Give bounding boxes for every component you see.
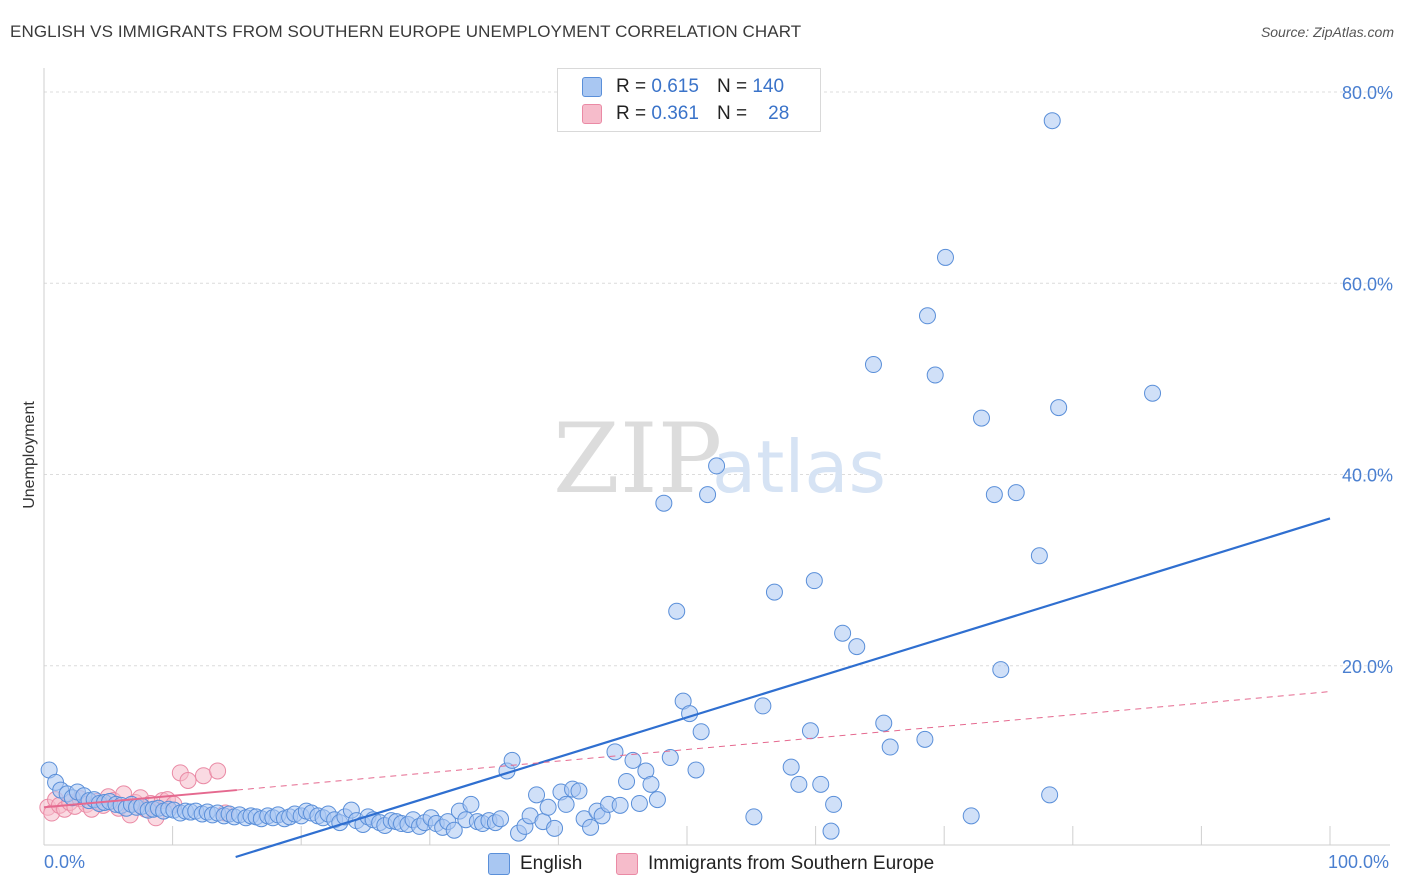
english-point (745, 808, 763, 826)
tick-marks (43, 826, 1331, 845)
english-point (462, 795, 480, 813)
english-point (618, 772, 636, 790)
legend-r-value-english: 0.615 (651, 76, 699, 97)
english-point (754, 697, 772, 715)
y-axis-label: Unemployment (21, 401, 38, 509)
immigrants-point (194, 767, 212, 785)
english-point (926, 366, 944, 384)
legend-r-label-english: R = (616, 76, 647, 97)
legend-n-value-english: 140 (752, 76, 785, 97)
x-tick-label-max: 100.0% (1328, 852, 1390, 872)
bottom-legend-label-english: English (520, 853, 583, 874)
english-point (557, 795, 575, 813)
english-point (492, 810, 510, 828)
y-tick-label: 20.0% (1342, 657, 1393, 677)
english-point (936, 248, 954, 266)
english-trend-line (235, 517, 1331, 859)
y-tick-label: 40.0% (1342, 466, 1393, 486)
immigrants-point (209, 762, 227, 780)
english-point (655, 494, 673, 512)
english-point (985, 486, 1003, 504)
english-point (668, 602, 686, 620)
english-point (687, 761, 705, 779)
english-point (570, 782, 588, 800)
legend-n-label-english: N = (716, 76, 748, 97)
english-point (648, 791, 666, 809)
english-point (624, 751, 642, 769)
english-point (825, 795, 843, 813)
legend-row-immigrants: R = 0.361 N = 28 (582, 102, 789, 126)
y-tick-labels: 20.0% 40.0% 60.0% 80.0% (1342, 83, 1393, 677)
english-point (1050, 399, 1068, 417)
bottom-legend-swatch-english (488, 853, 510, 875)
y-tick-label: 60.0% (1342, 274, 1393, 294)
english-point (606, 743, 624, 761)
english-point (1030, 547, 1048, 565)
english-point (918, 307, 936, 325)
grid-lines (44, 91, 1390, 667)
legend-r-label-immigrants: R = (616, 103, 647, 124)
english-point (765, 583, 783, 601)
chart-title: ENGLISH VS IMMIGRANTS FROM SOUTHERN EURO… (10, 22, 802, 41)
watermark: ZIP atlas (553, 403, 886, 515)
english-point (630, 794, 648, 812)
y-tick-label: 80.0% (1342, 83, 1393, 103)
english-point (611, 796, 629, 814)
english-point (692, 723, 710, 741)
english-point (539, 798, 557, 816)
bottom-legend-immigrants: Immigrants from Southern Europe (616, 851, 934, 877)
source-label: Source: ZipAtlas.com (1260, 24, 1394, 40)
english-point (801, 722, 819, 740)
english-point (642, 775, 660, 793)
english-point (1041, 786, 1059, 804)
english-point (503, 751, 521, 769)
watermark-zip: ZIP (553, 403, 722, 515)
english-point (875, 714, 893, 732)
x-tick-label-min: 0.0% (44, 852, 86, 872)
legend-swatch-english (582, 77, 602, 97)
bottom-legend-swatch-immigrants (616, 853, 638, 875)
english-point (864, 356, 882, 374)
bottom-legend-english: English (488, 851, 582, 877)
english-point (1007, 484, 1025, 502)
english-point (805, 572, 823, 590)
english-point (782, 758, 800, 776)
legend-row-english: R = 0.615 N = 140 (582, 75, 784, 99)
english-point (582, 818, 600, 836)
english-point (822, 822, 840, 840)
english-point (790, 775, 808, 793)
english-point (708, 457, 726, 475)
english-point (546, 819, 564, 837)
axes (43, 68, 1390, 846)
legend-n-value-immigrants: 28 (768, 103, 790, 124)
english-point (1043, 112, 1061, 130)
legend-r-value-immigrants: 0.361 (651, 103, 699, 124)
legend-swatch-immigrants (582, 104, 602, 124)
english-point (445, 821, 463, 839)
legend-box: R = 0.615 N = 140 R = 0.361 N = 28 (557, 68, 821, 132)
english-point (916, 730, 934, 748)
english-point (972, 409, 990, 427)
english-point (834, 624, 852, 642)
english-point (848, 638, 866, 656)
watermark-atlas: atlas (712, 425, 886, 509)
immigrants-point (179, 772, 197, 789)
bottom-legend-label-immigrants: Immigrants from Southern Europe (648, 853, 935, 874)
english-point (881, 738, 899, 756)
english-point (1144, 384, 1162, 402)
english-point (661, 749, 679, 767)
legend-n-label-immigrants: N = (716, 103, 748, 124)
english-point (992, 661, 1010, 679)
english-point (962, 807, 980, 825)
english-point (699, 486, 717, 504)
english-point (812, 775, 830, 793)
trend-lines (43, 517, 1331, 859)
immigrants-trend-extension (236, 691, 1331, 791)
english-point (528, 786, 546, 804)
immigrants-trend-line (43, 789, 237, 809)
